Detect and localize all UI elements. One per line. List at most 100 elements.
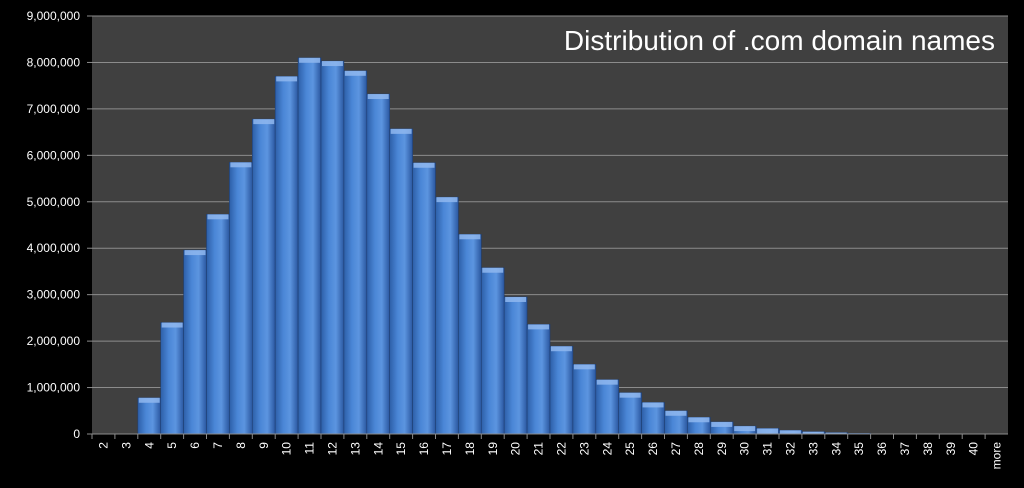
x-tick-label: 29: [715, 442, 729, 456]
x-tick-label: 36: [875, 442, 889, 456]
bar-highlight: [688, 417, 710, 423]
bar-highlight: [734, 426, 756, 432]
bar: [412, 162, 436, 435]
y-tick-label: 0: [73, 427, 80, 441]
bar: [503, 296, 528, 435]
x-tick-label: 10: [280, 442, 294, 456]
bar: [160, 322, 184, 435]
x-tick-label: 21: [532, 442, 546, 456]
y-tick-label: 9,000,000: [27, 9, 81, 23]
x-tick-label: 20: [509, 442, 523, 456]
bar-highlight: [825, 432, 847, 434]
x-tick-label: more: [990, 442, 1004, 470]
x-tick-label: 19: [486, 442, 500, 456]
x-tick-label: 9: [257, 442, 271, 449]
bar: [618, 392, 642, 435]
bar: [549, 345, 574, 435]
x-tick-label: 17: [440, 442, 454, 456]
bar: [595, 379, 619, 435]
x-tick-label: 28: [692, 442, 706, 456]
bar-highlight: [390, 128, 412, 134]
bar-highlight: [780, 430, 801, 434]
y-tick-label: 2,000,000: [27, 334, 81, 348]
y-axis-tick-labels: 0 1,000,000 2,000,000 3,000,000 4,000,000 5,0…: [27, 9, 81, 441]
bar-highlight: [619, 392, 641, 398]
x-tick-label: 18: [463, 442, 477, 456]
bar-highlight: [367, 94, 389, 100]
bar: [572, 364, 597, 435]
x-tick-label: 35: [852, 442, 866, 456]
x-tick-label: 32: [783, 442, 797, 456]
chart-title: Distribution of .com domain names: [564, 25, 995, 56]
bar: [183, 249, 207, 435]
bar: [320, 60, 345, 435]
bar: [526, 324, 551, 435]
x-tick-label: 6: [188, 442, 202, 449]
bar-highlight: [413, 162, 435, 168]
bar: [480, 267, 505, 435]
bar-highlight: [322, 61, 343, 67]
y-tick-label: 4,000,000: [27, 241, 81, 255]
bar-highlight: [276, 76, 298, 82]
bar-highlight: [551, 346, 572, 352]
bar: [297, 57, 322, 435]
bar: [366, 93, 390, 435]
bar: [343, 70, 368, 435]
bar-highlight: [161, 322, 183, 328]
x-tick-label: 7: [211, 442, 225, 449]
x-tick-label: 16: [417, 442, 431, 456]
bar: [137, 397, 162, 435]
bar-highlight: [573, 364, 595, 370]
bars: [137, 57, 871, 435]
x-tick-label: 5: [165, 442, 179, 449]
bar: [252, 118, 276, 435]
bar-highlight: [344, 70, 366, 76]
x-tick-label: 14: [371, 442, 385, 456]
x-tick-label: 13: [348, 442, 362, 456]
x-tick-label: 12: [325, 442, 339, 456]
bar-highlight: [253, 119, 275, 125]
bar-highlight: [482, 267, 504, 273]
bar-highlight: [459, 234, 481, 240]
y-tick-label: 3,000,000: [27, 288, 81, 302]
bar-highlight: [207, 214, 229, 220]
x-tick-label: 23: [577, 442, 591, 456]
x-tick-label: 24: [600, 442, 614, 456]
x-tick-label: 25: [623, 442, 637, 456]
y-tick-label: 5,000,000: [27, 195, 81, 209]
bar-highlight: [436, 197, 458, 203]
bar-highlight: [138, 397, 160, 403]
x-tick-label: 8: [234, 442, 248, 449]
x-tick-label: 26: [646, 442, 660, 456]
x-tick-label: 33: [806, 442, 820, 456]
bar-highlight: [505, 296, 527, 302]
x-tick-label: 39: [944, 442, 958, 456]
bar: [206, 214, 230, 435]
x-tick-label: 34: [829, 442, 843, 456]
x-tick-label: 3: [119, 442, 133, 449]
x-tick-label: 11: [303, 442, 317, 455]
bar-highlight: [642, 402, 664, 408]
bar-highlight: [711, 421, 733, 427]
x-tick-label: 2: [96, 442, 110, 449]
x-tick-label: 37: [898, 442, 912, 456]
bar: [274, 76, 299, 435]
x-tick-label: 40: [967, 442, 981, 456]
bar-highlight: [665, 410, 687, 416]
y-tick-label: 7,000,000: [27, 102, 81, 116]
bar-highlight: [802, 431, 824, 434]
bar: [458, 233, 482, 435]
bar-highlight: [299, 57, 320, 63]
x-tick-label: 30: [738, 442, 752, 456]
bar-highlight: [230, 162, 252, 168]
x-tick-label: 22: [554, 442, 568, 456]
x-axis-tick-labels: 2 3 4 5 6 7 8 9 10 11 12 13 14 15 16 17 18 19 20 21 22 23 24 25…: [91, 433, 1008, 470]
x-tick-label: 31: [761, 442, 775, 456]
y-tick-label: 8,000,000: [27, 55, 81, 69]
y-tick-label: 1,000,000: [27, 381, 81, 395]
bar: [389, 128, 413, 435]
x-tick-label: 27: [669, 442, 683, 456]
x-tick-label: 4: [142, 442, 156, 449]
bar-highlight: [528, 324, 549, 330]
